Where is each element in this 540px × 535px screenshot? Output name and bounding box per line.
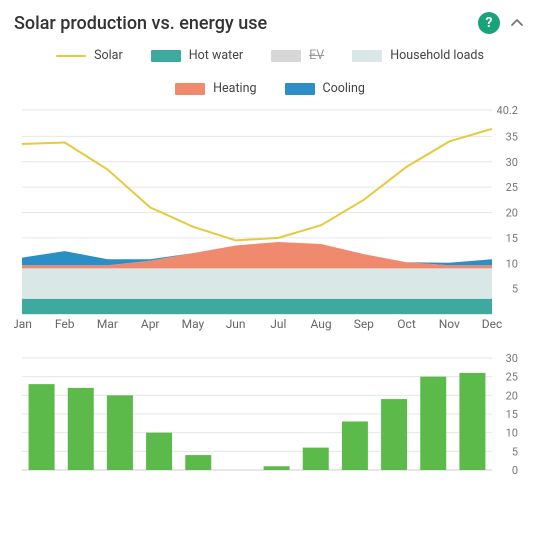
bar-nov xyxy=(420,377,446,470)
panel-header: Solar production vs. energy use ? xyxy=(14,12,526,34)
legend-item-hot-water[interactable]: Hot water xyxy=(151,48,243,63)
solar-energy-panel: { "header": { "title": "Solar production… xyxy=(0,0,540,492)
legend-item-household-loads[interactable]: Household loads xyxy=(352,48,484,63)
svg-text:Jul: Jul xyxy=(270,317,286,331)
legend-label: EV xyxy=(309,48,324,63)
legend-item-heating[interactable]: Heating xyxy=(175,81,256,96)
bar-jan xyxy=(29,384,55,470)
legend-label: Solar xyxy=(94,48,123,63)
svg-text:Aug: Aug xyxy=(311,317,332,331)
svg-text:May: May xyxy=(182,317,205,331)
legend-swatch xyxy=(175,83,205,95)
bar-chart: 0 5 10 15 20 25 30 xyxy=(14,352,526,482)
svg-text:20: 20 xyxy=(506,389,518,402)
svg-text:5: 5 xyxy=(512,445,518,458)
svg-text:15: 15 xyxy=(506,232,518,245)
svg-text:Jan: Jan xyxy=(14,317,32,331)
bar-dec xyxy=(459,373,485,470)
legend-swatch xyxy=(285,83,315,95)
bar-apr xyxy=(146,433,172,470)
legend-label: Cooling xyxy=(323,81,365,96)
svg-text:30: 30 xyxy=(506,352,518,365)
legend-swatch xyxy=(352,50,382,62)
bar-feb xyxy=(68,388,94,470)
area-household_loads xyxy=(22,268,492,298)
svg-text:25: 25 xyxy=(506,371,518,384)
svg-text:40.2: 40.2 xyxy=(497,104,518,117)
svg-text:Feb: Feb xyxy=(55,317,75,331)
svg-text:Dec: Dec xyxy=(482,317,503,331)
chart-legend: Solar Hot water EV Household loads Heating Co… xyxy=(14,48,526,96)
legend-label: Household loads xyxy=(390,48,484,63)
help-icon[interactable]: ? xyxy=(478,12,500,34)
svg-text:Apr: Apr xyxy=(141,317,160,331)
legend-swatch xyxy=(151,50,181,62)
bar-aug xyxy=(303,448,329,470)
svg-text:15: 15 xyxy=(506,408,518,421)
area-chart: 5 10 15 20 25 30 35 40.2 Jan Feb Mar Apr May Jun Jul Au… xyxy=(14,104,526,344)
svg-text:20: 20 xyxy=(506,207,518,220)
legend-swatch xyxy=(56,55,86,57)
line-solar xyxy=(22,129,492,241)
svg-text:10: 10 xyxy=(506,427,518,440)
bar-oct xyxy=(381,399,407,470)
legend-label: Hot water xyxy=(189,48,243,63)
svg-text:30: 30 xyxy=(506,156,518,169)
bar-may xyxy=(185,455,211,470)
legend-label: Heating xyxy=(213,81,256,96)
collapse-toggle[interactable] xyxy=(508,14,526,32)
svg-text:Nov: Nov xyxy=(439,317,460,331)
legend-swatch xyxy=(271,50,301,62)
svg-text:Sep: Sep xyxy=(354,317,374,331)
svg-text:Mar: Mar xyxy=(97,317,118,331)
svg-text:10: 10 xyxy=(506,257,518,270)
svg-text:Jun: Jun xyxy=(226,317,246,331)
svg-text:Oct: Oct xyxy=(397,317,416,331)
svg-text:25: 25 xyxy=(506,181,518,194)
area-hot_water xyxy=(22,299,492,314)
svg-text:5: 5 xyxy=(512,283,518,296)
bar-mar xyxy=(107,395,133,470)
panel-title: Solar production vs. energy use xyxy=(14,13,470,34)
bar-sep xyxy=(342,421,368,470)
chevron-up-icon xyxy=(510,16,524,30)
legend-item-ev[interactable]: EV xyxy=(271,48,324,63)
svg-text:35: 35 xyxy=(506,130,518,143)
legend-item-solar[interactable]: Solar xyxy=(56,48,123,63)
legend-item-cooling[interactable]: Cooling xyxy=(285,81,365,96)
bar-jul xyxy=(264,466,290,470)
svg-text:0: 0 xyxy=(512,464,518,477)
